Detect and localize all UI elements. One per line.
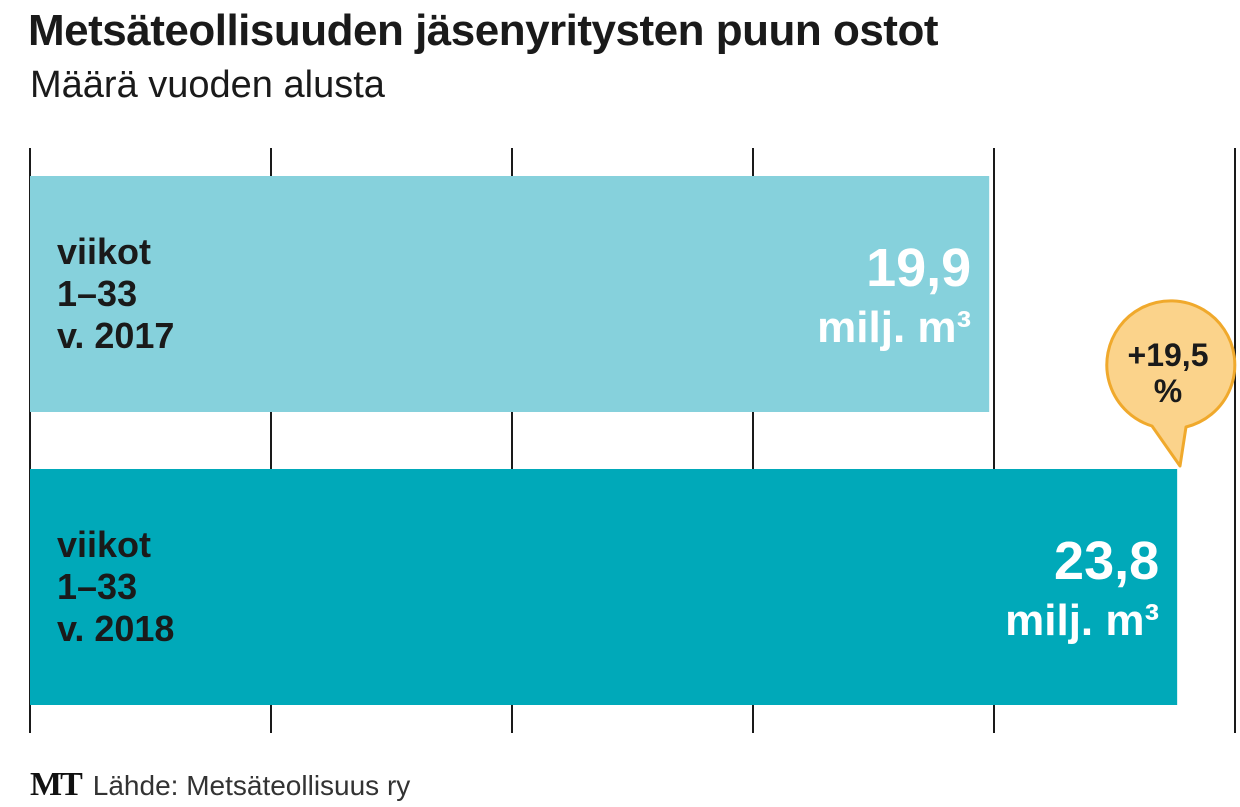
category-label-line: 1–33 — [57, 273, 137, 314]
value-label-0: 19,9 — [866, 238, 971, 298]
bar-0 — [30, 176, 990, 412]
category-label-line: 1–33 — [57, 566, 137, 607]
chart-title: Metsäteollisuuden jäsenyritysten puun os… — [28, 6, 938, 55]
category-label-line: viikot — [57, 231, 151, 272]
change-bubble — [1105, 299, 1237, 468]
source-note: Lähde: Metsäteollisuus ry — [92, 770, 411, 801]
mt-logo: MT — [30, 766, 83, 803]
category-label-0: viikot 1–33 v. 2017 — [57, 231, 174, 356]
change-label: +19,5% — [1128, 337, 1209, 409]
bar-1 — [30, 469, 1178, 705]
footer: MT Lähde: Metsäteollisuus ry — [30, 766, 410, 804]
chart-subtitle: Määrä vuoden alusta — [30, 64, 385, 106]
change-label-line: +19,5 — [1128, 337, 1209, 373]
category-label-line: viikot — [57, 524, 151, 565]
category-label-line: v. 2017 — [57, 315, 174, 356]
change-label-line: % — [1154, 373, 1182, 409]
category-label-1: viikot 1–33 v. 2018 — [57, 524, 174, 649]
category-label-line: v. 2018 — [57, 608, 174, 649]
unit-label-0: milj. m³ — [817, 303, 971, 352]
unit-label-1: milj. m³ — [1005, 596, 1159, 645]
value-label-1: 23,8 — [1054, 531, 1159, 591]
